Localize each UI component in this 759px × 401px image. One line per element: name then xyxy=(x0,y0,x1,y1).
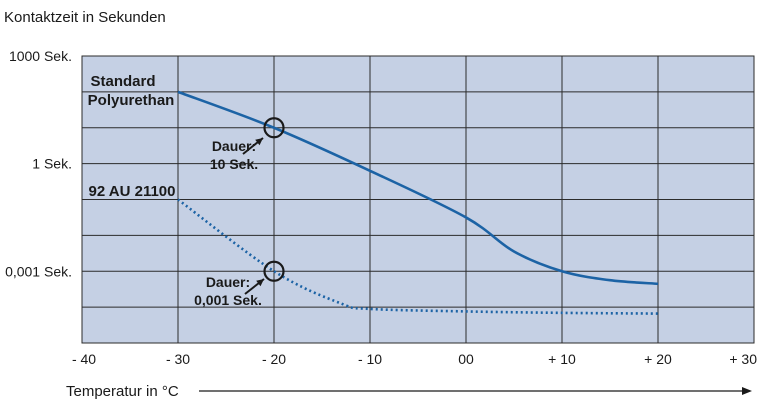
annotation-label: 0,001 Sek. xyxy=(194,292,262,308)
y-tick-label: 0,001 Sek. xyxy=(5,263,72,279)
y-tick-label: 1000 Sek. xyxy=(9,48,72,64)
series-label-standard-polyurethan: Polyurethan xyxy=(88,92,175,109)
marker-circle xyxy=(263,117,285,139)
series-label-standard-polyurethan: Standard xyxy=(90,73,155,90)
x-tick-label: 00 xyxy=(458,351,474,367)
series xyxy=(177,90,659,315)
series-label-92-au-21100: 92 AU 21100 xyxy=(88,183,175,200)
x-axis-label: Temperatur in °C xyxy=(66,383,179,400)
annotation-label: Dauer: xyxy=(206,274,250,290)
series-line-standard-polyurethan xyxy=(177,90,659,286)
series-line-92-au-21100 xyxy=(177,198,659,315)
x-axis-arrowhead xyxy=(742,387,752,395)
grid xyxy=(81,55,755,344)
x-tick-label: + 10 xyxy=(548,351,576,367)
x-tick-label: - 30 xyxy=(166,351,190,367)
labels: Standard Polyurethan 92 AU 21100 Dauer: 10 S… xyxy=(88,73,285,308)
annotation-arrowhead xyxy=(256,279,264,287)
axes: 1000 Sek. 1 Sek. 0,001 Sek. - 40 - 30 - 20 - 1… xyxy=(5,48,757,395)
chart-title: Kontaktzeit in Sekunden xyxy=(4,9,166,26)
annotation-label: Dauer: xyxy=(212,138,256,154)
y-tick-label: 1 Sek. xyxy=(32,156,72,172)
plot-border xyxy=(81,55,755,344)
annotation-arrowhead xyxy=(255,138,263,146)
x-tick-label: - 20 xyxy=(262,351,286,367)
x-tick-label: - 40 xyxy=(72,351,96,367)
annotation-label: 10 Sek. xyxy=(210,156,258,172)
x-tick-label: + 20 xyxy=(644,351,672,367)
x-tick-label: - 10 xyxy=(358,351,382,367)
marker-circle xyxy=(263,260,285,282)
x-tick-label: + 30 xyxy=(729,351,757,367)
